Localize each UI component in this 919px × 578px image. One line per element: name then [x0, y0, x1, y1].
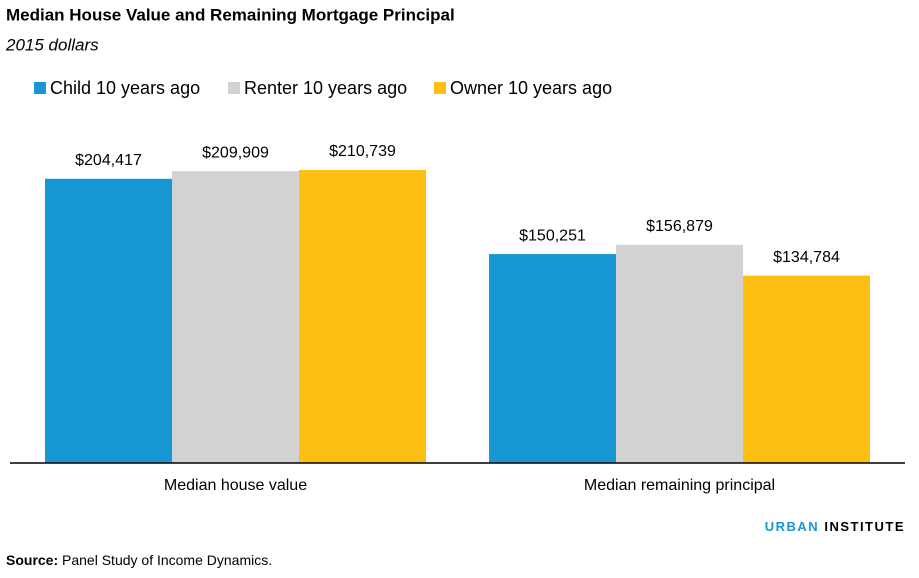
legend-swatch: [228, 82, 240, 94]
value-label: $209,909: [202, 144, 269, 161]
value-label: $150,251: [519, 227, 586, 244]
value-label: $204,417: [75, 152, 142, 169]
brand-urban: URBAN: [765, 519, 819, 534]
brand-institute: INSTITUTE: [824, 519, 905, 534]
source-text: Panel Study of Income Dynamics.: [62, 552, 272, 568]
value-label: $210,739: [329, 143, 396, 160]
bar: [45, 178, 172, 463]
chart-subtitle: 2015 dollars: [5, 35, 99, 54]
bar: [299, 170, 426, 463]
legend-label: Renter 10 years ago: [244, 78, 407, 98]
source-label: Source:: [6, 552, 58, 568]
bar: [743, 275, 870, 463]
bar: [172, 171, 299, 463]
legend-label: Owner 10 years ago: [450, 78, 612, 98]
chart-title: Median House Value and Remaining Mortgag…: [6, 5, 455, 24]
bar: [616, 244, 743, 463]
legend-swatch: [34, 82, 46, 94]
x-tick-label: Median remaining principal: [584, 477, 775, 494]
x-tick-label: Median house value: [164, 477, 307, 494]
legend-label: Child 10 years ago: [50, 78, 200, 98]
bar: [489, 254, 616, 463]
value-label: $134,784: [773, 249, 840, 266]
legend-swatch: [434, 82, 446, 94]
brand: URBAN INSTITUTE: [765, 519, 905, 534]
value-label: $156,879: [646, 218, 713, 235]
source: Source: Panel Study of Income Dynamics.: [6, 552, 272, 568]
